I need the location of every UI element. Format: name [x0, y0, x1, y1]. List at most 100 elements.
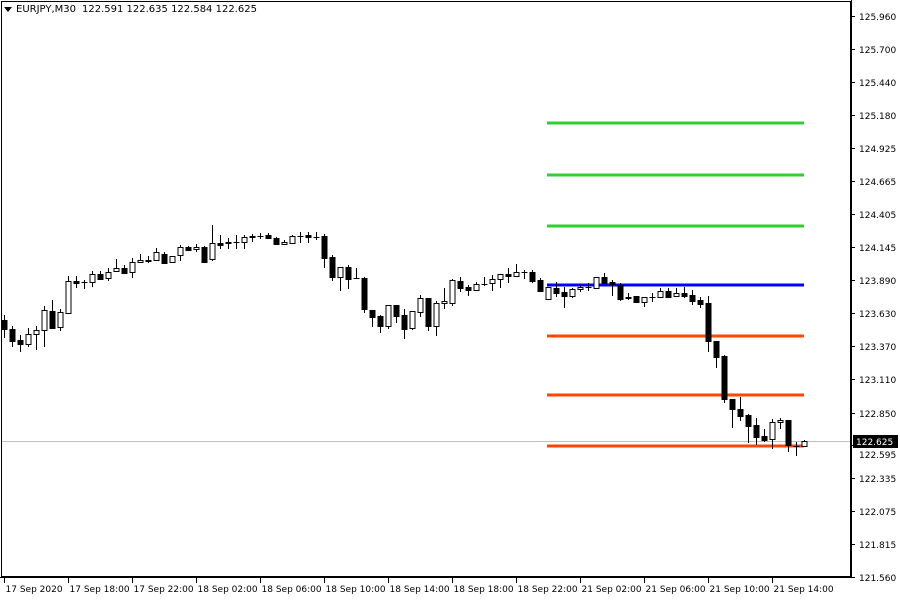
price-tick-label: 125.440 [859, 79, 896, 89]
candle [217, 235, 224, 249]
price-tick-label: 121.815 [859, 541, 896, 551]
candle-body [425, 298, 432, 327]
candle [617, 283, 624, 301]
candle-body [457, 281, 464, 289]
candle [761, 429, 768, 442]
price-tick-label: 122.335 [859, 475, 896, 485]
price-tick-label: 124.925 [859, 145, 896, 155]
time-tick-label: 18 Sep 18:00 [454, 585, 514, 595]
candle [129, 258, 136, 278]
candle [473, 282, 480, 291]
candle-body [417, 298, 424, 313]
time-tick-label: 18 Sep 02:00 [198, 585, 258, 595]
candle [777, 418, 784, 429]
candle [81, 280, 88, 289]
time-tick-label: 18 Sep 06:00 [262, 585, 322, 595]
candle-body [153, 252, 160, 261]
candle-body [601, 277, 608, 284]
plot-frame [1, 1, 851, 577]
price-tick-label: 124.405 [859, 211, 896, 221]
price-tick-label: 124.145 [859, 244, 896, 254]
candle [769, 419, 776, 449]
candle [273, 237, 280, 245]
candle-body [697, 300, 704, 305]
candle-body [273, 238, 280, 245]
price-axis[interactable]: 125.960 125.700 125.440 125.180 124.925 124.6… [851, 0, 896, 584]
candle [33, 326, 40, 350]
price-tick-label: 122.850 [859, 410, 896, 420]
candle [9, 326, 16, 347]
candle-body [225, 242, 232, 244]
price-tick-label: 124.665 [859, 178, 896, 188]
time-tick-label: 17 Sep 2020 [6, 585, 63, 595]
candle [681, 287, 688, 298]
candle [801, 440, 808, 447]
time-tick-label: 18 Sep 10:00 [326, 585, 386, 595]
candle [689, 290, 696, 305]
candle-body [593, 277, 600, 289]
candle-body [41, 310, 48, 331]
candle-body [241, 237, 248, 243]
candle-body [361, 278, 368, 310]
candle [241, 235, 248, 249]
candle [361, 277, 368, 313]
candle [673, 288, 680, 297]
candle [401, 309, 408, 339]
candle [305, 232, 312, 243]
candle-body [641, 297, 648, 303]
candle-body [569, 289, 576, 297]
candle [385, 305, 392, 329]
candle [169, 256, 176, 263]
candle [377, 315, 384, 333]
candle [41, 306, 48, 347]
dropdown-triangle-icon[interactable] [4, 7, 12, 12]
candle [345, 265, 352, 289]
candle [577, 285, 584, 292]
candle-body [369, 310, 376, 318]
chart-header: EURJPY,M30 122.591 122.635 122.584 122.6… [4, 4, 257, 15]
candle-body [281, 242, 288, 245]
candle [665, 288, 672, 298]
candle-body [9, 329, 16, 342]
candle [17, 335, 24, 352]
candle-body [385, 305, 392, 327]
candle-body [665, 291, 672, 298]
candle-body [105, 272, 112, 279]
candle [281, 240, 288, 245]
candle [489, 275, 496, 291]
candle-body [529, 272, 536, 282]
candle-body [473, 284, 480, 291]
time-axis[interactable]: 17 Sep 2020 17 Sep 18:00 17 Sep 22:00 18 Se… [0, 577, 852, 596]
candle-body [73, 281, 80, 284]
candle-body [217, 243, 224, 246]
candles-layer [1, 225, 808, 456]
candle [25, 328, 32, 347]
candle [753, 418, 760, 445]
candle [289, 235, 296, 244]
candle [465, 285, 472, 296]
levels-layer [547, 121, 804, 448]
candle-body [673, 293, 680, 297]
candle [497, 274, 504, 288]
candle-body [161, 254, 168, 264]
candle-body [513, 272, 520, 277]
price-tick-label: 125.700 [859, 46, 896, 56]
candle [329, 255, 336, 281]
symbol-timeframe: EURJPY,M30 [16, 4, 76, 15]
current-price-text: 122.625 [856, 438, 893, 448]
candle [561, 287, 568, 308]
price-tick-label: 123.370 [859, 343, 896, 353]
candle [505, 268, 512, 283]
time-tick-label: 21 Sep 14:00 [774, 585, 834, 595]
candle [337, 267, 344, 291]
candle [641, 297, 648, 307]
price-tick-label: 125.960 [859, 13, 896, 23]
candle [49, 300, 56, 329]
time-tick-label: 17 Sep 22:00 [134, 585, 194, 595]
candle [529, 270, 536, 283]
candle-body [689, 295, 696, 302]
candle-body [321, 236, 328, 259]
candle [97, 271, 104, 280]
price-tick-label: 122.595 [859, 451, 896, 461]
